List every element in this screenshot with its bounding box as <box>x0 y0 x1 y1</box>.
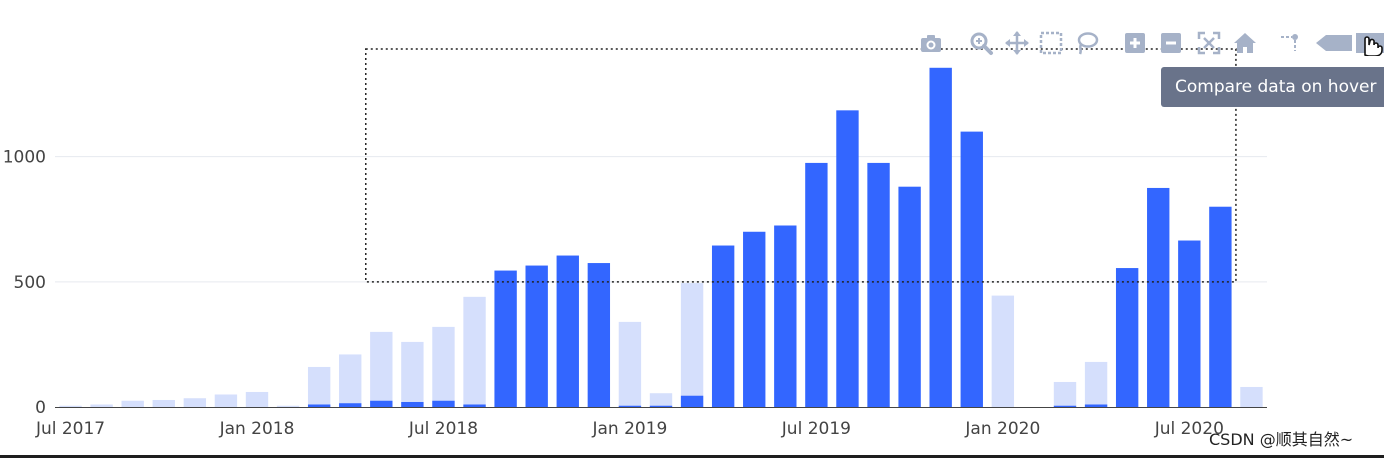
bar[interactable] <box>245 391 269 407</box>
camera-icon[interactable] <box>918 30 944 56</box>
bottom-border <box>0 455 1384 458</box>
bar[interactable] <box>1053 381 1077 407</box>
y-tick-label: 500 <box>14 273 46 293</box>
bar[interactable] <box>649 393 673 407</box>
bar[interactable] <box>836 110 859 408</box>
zoom-icon[interactable] <box>968 30 994 56</box>
bar[interactable] <box>307 366 331 407</box>
bar[interactable] <box>680 395 704 407</box>
bar[interactable] <box>1147 187 1170 407</box>
bar[interactable] <box>898 186 921 407</box>
bar[interactable] <box>339 403 362 407</box>
bar[interactable] <box>680 283 704 407</box>
bar[interactable] <box>587 263 611 407</box>
selection-rectangle <box>365 48 1237 283</box>
bar[interactable] <box>618 321 642 407</box>
bar[interactable] <box>432 400 455 407</box>
hover-closest-icon[interactable] <box>1314 30 1354 56</box>
bar[interactable] <box>339 354 362 407</box>
bar[interactable] <box>867 162 890 407</box>
bar-groups[interactable] <box>59 67 1263 408</box>
y-tick-label: 1000 <box>3 148 46 168</box>
bar[interactable] <box>929 67 952 407</box>
hover-compare-icon[interactable] <box>1356 30 1384 56</box>
modebar-tooltip: Compare data on hover <box>1161 67 1384 107</box>
autoscale-icon[interactable] <box>1196 30 1222 56</box>
bar[interactable] <box>1240 386 1263 407</box>
box-select-icon[interactable] <box>1038 30 1064 56</box>
bar[interactable] <box>401 341 424 407</box>
spike-lines-icon[interactable] <box>1278 30 1304 56</box>
bar[interactable] <box>556 255 579 407</box>
bar[interactable] <box>183 398 207 407</box>
bar[interactable] <box>1115 268 1139 407</box>
bar[interactable] <box>711 245 735 407</box>
bar[interactable] <box>1084 361 1108 407</box>
bar[interactable] <box>463 404 486 407</box>
selection-box <box>365 48 1237 283</box>
bar[interactable] <box>991 295 1015 407</box>
bar[interactable] <box>1178 240 1201 407</box>
pan-icon[interactable] <box>1004 30 1030 56</box>
bar[interactable] <box>805 162 828 407</box>
bar[interactable] <box>743 231 766 407</box>
zoom-out-icon[interactable] <box>1158 30 1184 56</box>
bar[interactable] <box>370 331 393 407</box>
bar[interactable] <box>649 405 673 407</box>
bar[interactable] <box>121 400 144 407</box>
zoom-in-icon[interactable] <box>1122 30 1148 56</box>
bar[interactable] <box>59 405 82 407</box>
bar-series-0[interactable] <box>59 283 1263 407</box>
bar[interactable] <box>370 400 393 407</box>
bar[interactable] <box>1084 404 1108 407</box>
bar[interactable] <box>90 404 113 407</box>
axes: 0 500 1000 Jul 2017 Jan 2018 Jul 2018 Jan 2019… <box>3 148 1267 439</box>
bar[interactable] <box>618 405 642 407</box>
x-tick-label: Jul 2017 <box>35 419 105 439</box>
bar[interactable] <box>494 270 517 407</box>
lasso-select-icon[interactable] <box>1074 30 1100 56</box>
bar[interactable] <box>307 404 331 407</box>
x-tick-label: Jul 2018 <box>408 419 478 439</box>
bar[interactable] <box>463 296 486 407</box>
bar[interactable] <box>525 265 548 407</box>
bar-series-1[interactable] <box>307 67 1232 408</box>
x-tick-label: Jan 2020 <box>964 419 1040 439</box>
bar[interactable] <box>401 401 424 407</box>
home-icon[interactable] <box>1232 30 1258 56</box>
bar[interactable] <box>276 405 300 407</box>
bar[interactable] <box>960 131 983 407</box>
y-tick-label: 0 <box>35 398 46 418</box>
bar[interactable] <box>774 225 797 408</box>
bar[interactable] <box>432 326 455 407</box>
bar[interactable] <box>1053 405 1077 407</box>
bar[interactable] <box>152 399 175 407</box>
x-tick-label: Jan 2018 <box>219 419 295 439</box>
bar[interactable] <box>1209 206 1232 407</box>
x-tick-label: Jan 2019 <box>591 419 667 439</box>
grid-lines <box>55 156 1267 283</box>
x-tick-label: Jul 2019 <box>781 419 851 439</box>
watermark-text: CSDN @顺其自然~ <box>1209 430 1354 449</box>
bar[interactable] <box>214 394 238 407</box>
x-tick-label: Jul 2020 <box>1154 419 1224 439</box>
